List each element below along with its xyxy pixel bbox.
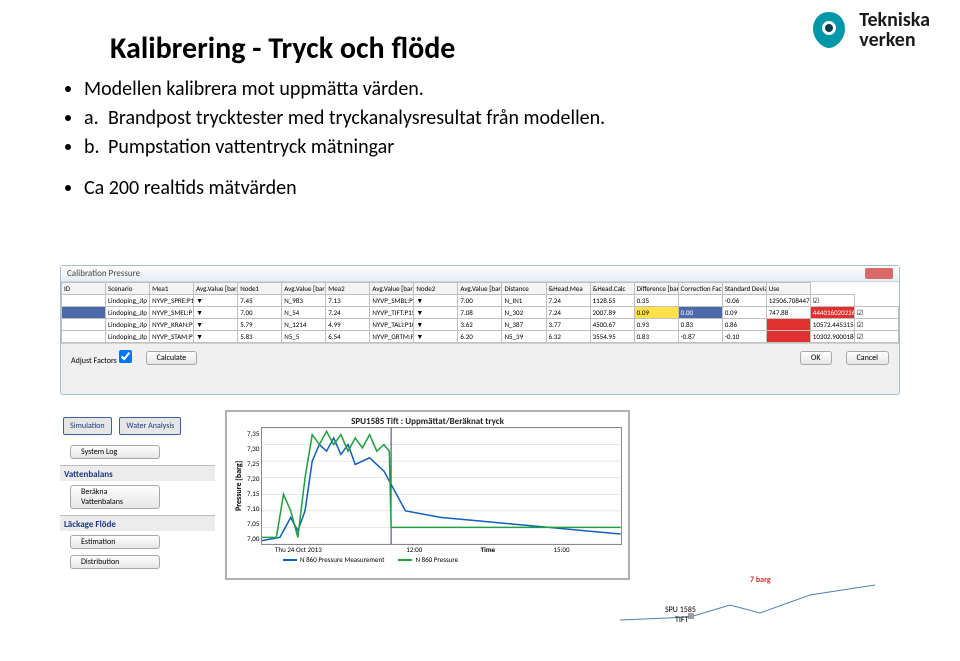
distribution-button[interactable]: Distribution xyxy=(70,555,160,569)
table-header: ID xyxy=(62,283,106,295)
logo-text-1: Tekniska xyxy=(859,10,930,30)
estimation-button[interactable]: Estimation xyxy=(70,535,160,549)
table-row[interactable]: Lindoping_JlpNYVP_SPRE:P101:PI▼7.45N_983… xyxy=(62,295,899,307)
logo-icon xyxy=(807,8,851,52)
table-header: Avg.Value [barg] xyxy=(370,283,414,295)
water-analysis-button[interactable]: Water Analysis xyxy=(119,417,181,435)
calibration-window-title: Calibration Pressure xyxy=(61,266,899,282)
chart-xtick-mid: 12:00 xyxy=(406,545,422,554)
table-header: &Head.Mea xyxy=(546,283,590,295)
table-row[interactable]: Lindoping_JlpNYVP_SMEL:P101:PI▼7.00N_547… xyxy=(62,307,899,319)
minimap-svg xyxy=(580,575,880,635)
table-row[interactable]: Lindoping_JlpNYVP_KRAN:P108:PI▼5.79N_121… xyxy=(62,319,899,331)
table-header: Avg.Value [barg] xyxy=(282,283,326,295)
sidebar-header-lackage: Läckage Flöde xyxy=(60,515,215,531)
table-header: Node1 xyxy=(238,283,282,295)
sidebar: Simulation Water Analysis System Log Vat… xyxy=(60,415,215,575)
table-header: Avg.Value [barg] xyxy=(194,283,238,295)
table-header: Scenario xyxy=(106,283,150,295)
adjust-factors-checkbox[interactable]: Adjust Factors xyxy=(71,350,132,366)
slide-title: Kalibrering - Tryck och flöde xyxy=(110,30,455,67)
minimap-badge: 7 barg xyxy=(750,575,771,585)
sidebar-header-vattenbalans: Vattenbalans xyxy=(60,465,215,481)
table-row[interactable]: Lindoping_JlpNYVP_STAM:P100:PI▼5.83N5_56… xyxy=(62,331,899,343)
calculate-button[interactable]: Calculate xyxy=(146,351,198,365)
chart-legend: N 860 Pressure MeasurementN 860 Pressure xyxy=(233,554,622,564)
chart-xlabel: Time xyxy=(422,545,553,554)
minimap-node-label-1: SPU 1585 xyxy=(665,605,696,615)
chart-xleft: Thu 24 Oct 2013 xyxy=(275,545,406,554)
calibration-window: Calibration Pressure IDScenarioMea1Avg.V… xyxy=(60,265,900,395)
berakna-vattenbalans-button[interactable]: Beräkna Vattenbalans xyxy=(70,485,160,509)
table-header: Mea2 xyxy=(326,283,370,295)
bullet-1: Modellen kalibrera mot uppmätta värden. xyxy=(84,76,605,103)
chart-title: SPU1585 Tift : Uppmättat/Beräknat tryck xyxy=(233,416,622,427)
bullet-2: Ca 200 realtids mätvärden xyxy=(84,175,605,202)
ok-button[interactable]: OK xyxy=(800,351,831,365)
bullet-b: b.Pumpstation vattentryck mätningar xyxy=(84,134,605,161)
minimap-node-label-2: TIFT xyxy=(675,615,689,625)
cancel-button[interactable]: Cancel xyxy=(846,351,890,365)
screenshot-composite: Calibration Pressure IDScenarioMea1Avg.V… xyxy=(60,265,900,645)
calibration-toolbar: Adjust Factors Calculate OK Cancel xyxy=(61,343,899,372)
close-icon[interactable] xyxy=(865,268,893,279)
chart-svg xyxy=(262,428,621,544)
table-header: Correction Factor [-] xyxy=(678,283,722,295)
calibration-table: IDScenarioMea1Avg.Value [barg]Node1Avg.V… xyxy=(61,282,899,343)
chart-ylabel: Pressure [barg] xyxy=(233,427,245,545)
table-header: Node2 xyxy=(414,283,458,295)
chart-xtick-right: 15:00 xyxy=(553,545,569,554)
system-log-button[interactable]: System Log xyxy=(70,445,160,459)
bullet-block: Modellen kalibrera mot uppmätta värden. … xyxy=(60,76,605,202)
bullet-a: a.Brandpost trycktester med tryckanalysr… xyxy=(84,105,605,132)
table-header: &Head.Calc xyxy=(590,283,634,295)
chart-plot-area xyxy=(261,427,622,545)
table-header: Avg.Value [barg] xyxy=(458,283,502,295)
table-header: Difference [barg] xyxy=(634,283,678,295)
pressure-chart: SPU1585 Tift : Uppmättat/Beräknat tryck … xyxy=(225,410,630,580)
chart-yticks: 7,357,307,257,207,157,107,057,00 xyxy=(245,427,261,545)
brand-logo: Tekniska verken xyxy=(807,8,930,52)
minimap: 7 barg SPU 1585 TIFT xyxy=(580,575,880,635)
logo-text-2: verken xyxy=(859,30,930,50)
table-header: Standard Deviation xyxy=(722,283,766,295)
table-header: Mea1 xyxy=(150,283,194,295)
table-header: Use xyxy=(766,283,810,295)
table-header: Distance xyxy=(502,283,546,295)
simulation-button[interactable]: Simulation xyxy=(63,417,112,435)
